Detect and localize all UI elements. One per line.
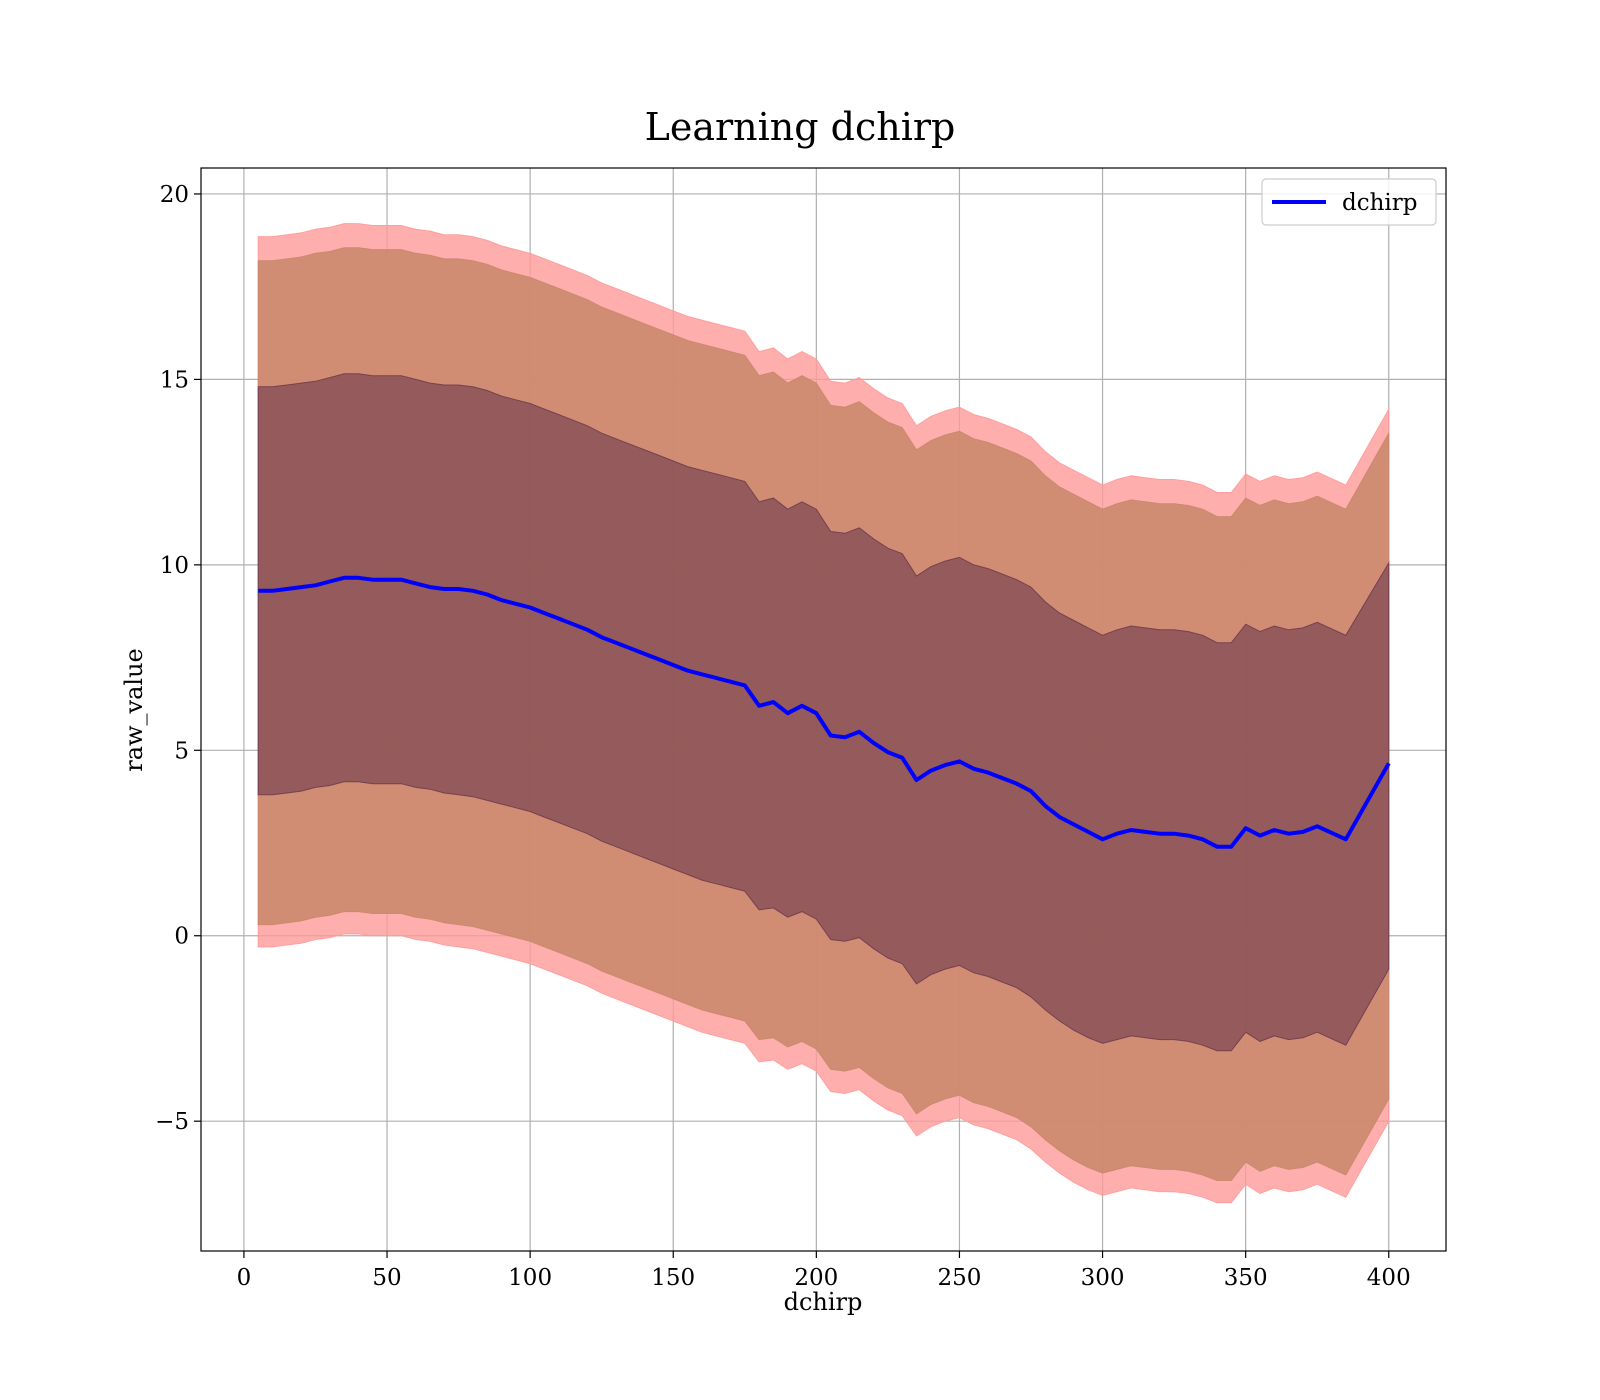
y-tick-label: 10: [160, 553, 189, 579]
y-tick-label: 5: [174, 738, 189, 764]
y-axis-ticks: −5 0 5 10 15 20: [155, 182, 201, 1135]
y-tick-label: 0: [174, 924, 189, 950]
x-tick-label: 50: [372, 1265, 401, 1291]
legend-box: [1261, 178, 1437, 226]
x-tick-label: 400: [1367, 1265, 1411, 1291]
series-lines: [258, 575, 1391, 849]
x-tick-label: 250: [937, 1265, 981, 1291]
band-sigma: [257, 373, 1390, 1052]
y-tick-label: 20: [160, 182, 189, 208]
series-line-dchirp: [258, 575, 1391, 849]
confidence-bands: [257, 223, 1390, 1204]
x-tick-label: 150: [651, 1265, 695, 1291]
x-axis-label: dchirp: [784, 1288, 863, 1316]
y-tick-label: −5: [155, 1109, 189, 1135]
y-axis-label: raw_value: [120, 648, 148, 772]
x-tick-label: 100: [508, 1265, 552, 1291]
x-tick-label: 350: [1224, 1265, 1268, 1291]
plot-frame: [200, 167, 1447, 1252]
chart-title: Learning dchirp: [645, 105, 956, 149]
x-tick-label: 300: [1081, 1265, 1125, 1291]
legend: dchirp: [1261, 178, 1437, 226]
x-tick-label: 0: [237, 1265, 252, 1291]
x-tick-label: 200: [794, 1265, 838, 1291]
x-axis-ticks: 0 50 100 150 200 250 300 350 400: [237, 1251, 1411, 1291]
legend-label: dchirp: [1342, 190, 1418, 216]
y-tick-label: 15: [160, 367, 189, 393]
